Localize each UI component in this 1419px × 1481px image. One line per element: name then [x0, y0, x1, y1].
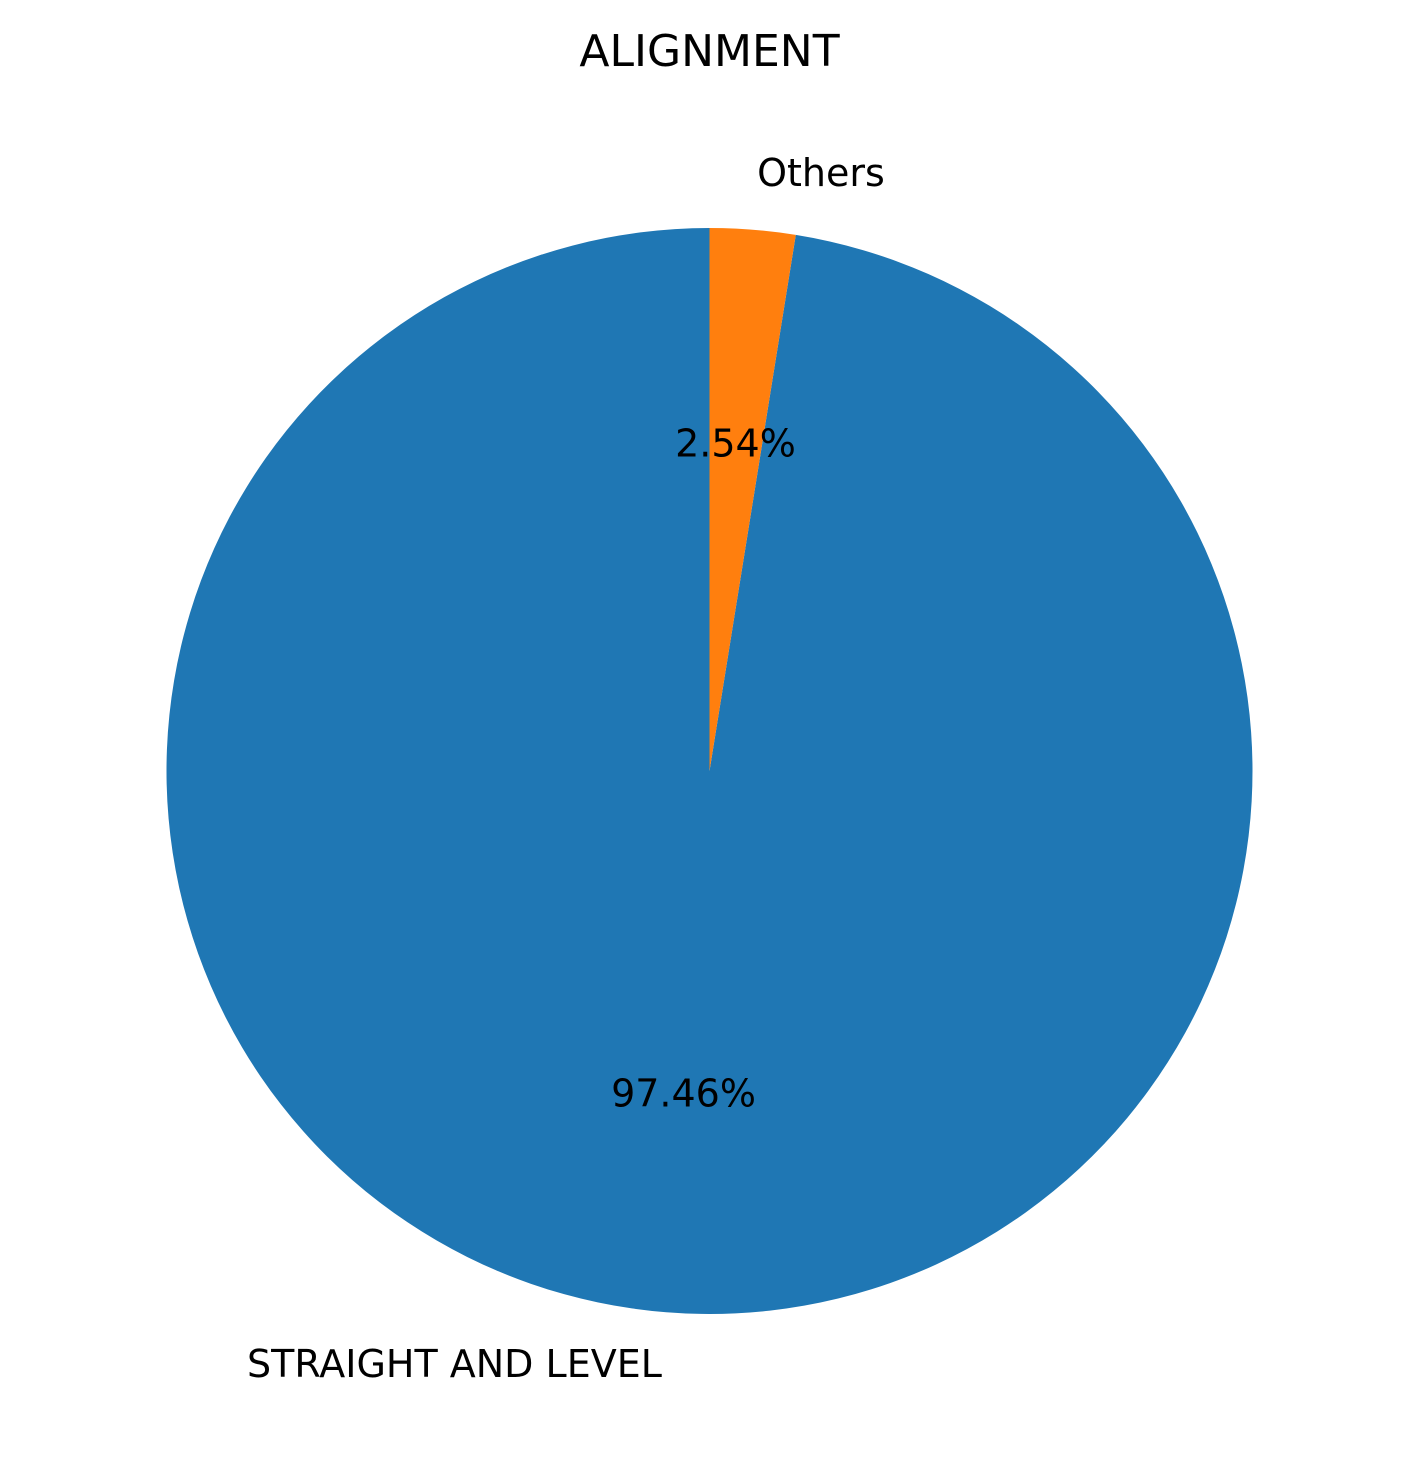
pie-slice-label: Others: [757, 151, 885, 195]
pie-slice-label: STRAIGHT AND LEVEL: [247, 1342, 662, 1386]
pie-slice-straight-and-level: [166, 228, 1253, 1314]
pie-slice-others: [709, 228, 796, 771]
pie-labels: 97.46% STRAIGHT AND LEVEL 2.54% Others: [247, 151, 885, 1386]
pie-slices: [166, 228, 1253, 1314]
pie-pct-label: 97.46%: [611, 1071, 756, 1115]
chart-title: ALIGNMENT: [579, 26, 839, 77]
pie-pct-label: 2.54%: [675, 422, 796, 466]
